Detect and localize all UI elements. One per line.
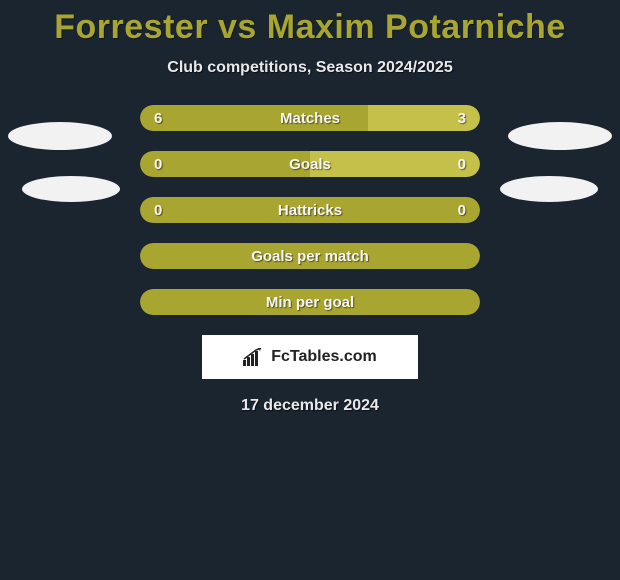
page-title: Forrester vs Maxim Potarniche <box>0 8 620 47</box>
brand-text: FcTables.com <box>271 348 377 366</box>
bar-right <box>310 151 480 177</box>
bar-left <box>140 151 310 177</box>
stat-rows: 6 Matches 3 0 Goals 0 0 Hattricks 0 Goal… <box>140 105 480 315</box>
bar-left <box>140 105 368 131</box>
bar-full <box>140 197 480 223</box>
subtitle: Club competitions, Season 2024/2025 <box>0 59 620 77</box>
bar-full <box>140 289 480 315</box>
stat-row-min-per-goal: Min per goal <box>140 289 480 315</box>
stat-row-hattricks: 0 Hattricks 0 <box>140 197 480 223</box>
player-ellipse-right-bottom <box>500 176 598 202</box>
stat-row-goals-per-match: Goals per match <box>140 243 480 269</box>
stat-row-goals: 0 Goals 0 <box>140 151 480 177</box>
player-ellipse-left-top <box>8 122 112 150</box>
player-ellipse-left-bottom <box>22 176 120 202</box>
player-ellipse-right-top <box>508 122 612 150</box>
date-text: 17 december 2024 <box>0 397 620 415</box>
bar-full <box>140 243 480 269</box>
chart-icon <box>243 348 265 366</box>
comparison-infographic: Forrester vs Maxim Potarniche Club compe… <box>0 0 620 415</box>
stat-row-matches: 6 Matches 3 <box>140 105 480 131</box>
brand-box: FcTables.com <box>202 335 418 379</box>
bar-right <box>368 105 480 131</box>
